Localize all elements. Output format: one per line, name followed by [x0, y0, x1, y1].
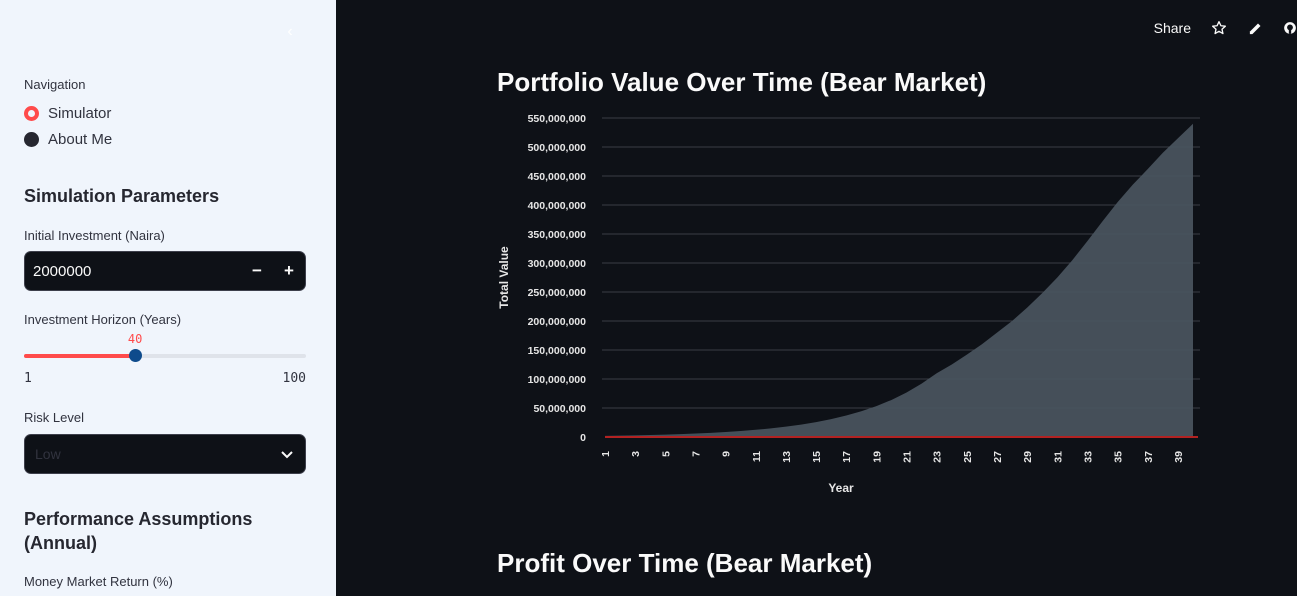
- x-axis-title: Year: [828, 481, 854, 495]
- decrement-button[interactable]: −: [252, 261, 262, 280]
- portfolio-value-chart: 0 50,000,000 100,000,000 150,000,000 200,000…: [497, 113, 1200, 495]
- star-icon[interactable]: [1211, 20, 1227, 36]
- x-tick-label: 11: [751, 451, 763, 462]
- y-tick-label: 0: [580, 432, 586, 444]
- portfolio-value-chart-title: Portfolio Value Over Time (Bear Market): [497, 67, 987, 97]
- nav-option-label: Simulator: [48, 105, 112, 122]
- investment-horizon-label: Investment Horizon (Years): [24, 312, 182, 327]
- y-tick-label: 550,000,000: [528, 113, 587, 125]
- slider-max-value: 100: [282, 371, 306, 386]
- y-axis-title: Total Value: [497, 246, 511, 309]
- x-tick-label: 25: [962, 451, 974, 463]
- pencil-icon[interactable]: [1247, 20, 1263, 36]
- x-tick-label: 13: [781, 451, 793, 463]
- x-tick-label: 5: [660, 451, 672, 457]
- risk-level-select[interactable]: Low: [24, 434, 306, 474]
- x-tick-label: 1: [600, 451, 612, 457]
- increment-button[interactable]: +: [284, 261, 294, 280]
- portfolio-value-area: [605, 123, 1193, 438]
- chevron-down-icon: [269, 447, 305, 462]
- x-tick-label: 7: [690, 451, 702, 457]
- risk-level-label: Risk Level: [24, 410, 84, 425]
- money-market-return-label: Money Market Return (%): [24, 574, 173, 589]
- nav-option-about-me[interactable]: About Me: [24, 131, 112, 148]
- y-tick-label: 500,000,000: [528, 142, 587, 154]
- y-tick-label: 300,000,000: [528, 258, 587, 270]
- x-tick-label: 23: [932, 451, 944, 463]
- risk-level-value: Low: [35, 446, 61, 462]
- y-tick-label: 100,000,000: [528, 374, 587, 386]
- x-tick-label: 29: [1022, 451, 1034, 463]
- performance-assumptions-line1: Performance Assumptions: [24, 509, 253, 529]
- slider-thumb[interactable]: [129, 349, 143, 362]
- share-button[interactable]: Share: [1153, 20, 1191, 36]
- x-tick-label: 39: [1173, 451, 1185, 463]
- x-tick-label: 15: [811, 451, 823, 463]
- radio-checked-icon: [24, 106, 39, 121]
- simulation-parameters-heading: Simulation Parameters: [24, 186, 220, 206]
- navigation-label: Navigation: [24, 77, 86, 92]
- slider-fill: [24, 354, 136, 358]
- x-tick-label: 31: [1052, 451, 1064, 463]
- radio-unchecked-icon: [24, 132, 39, 147]
- y-tick-label: 50,000,000: [533, 403, 586, 415]
- performance-assumptions-line2: (Annual): [24, 533, 97, 553]
- x-tick-label: 9: [721, 451, 733, 457]
- nav-option-label: About Me: [48, 131, 113, 148]
- initial-investment-input[interactable]: 2000000 − +: [24, 251, 306, 291]
- x-tick-label: 35: [1113, 451, 1125, 463]
- x-tick-label: 19: [871, 451, 883, 463]
- profit-chart-title: Profit Over Time (Bear Market): [497, 548, 873, 578]
- investment-horizon-slider[interactable]: [24, 349, 306, 362]
- y-tick-label: 450,000,000: [528, 171, 587, 183]
- slider-min-value: 1: [24, 371, 32, 386]
- x-tick-label: 33: [1082, 451, 1094, 463]
- nav-option-simulator[interactable]: Simulator: [24, 105, 111, 122]
- y-tick-label: 350,000,000: [528, 229, 587, 241]
- y-tick-label: 250,000,000: [528, 287, 587, 299]
- x-tick-label: 27: [992, 451, 1004, 463]
- x-tick-label: 21: [902, 451, 914, 463]
- initial-investment-label: Initial Investment (Naira): [24, 228, 165, 243]
- github-icon[interactable]: [1283, 20, 1297, 36]
- collapse-sidebar-icon[interactable]: ‹: [287, 23, 293, 40]
- y-tick-label: 150,000,000: [528, 345, 587, 357]
- top-toolbar: Share: [1154, 14, 1297, 42]
- sidebar: ‹ Navigation Simulator About Me Simulati…: [0, 0, 336, 596]
- y-tick-label: 400,000,000: [528, 200, 587, 212]
- slider-current-value: 40: [127, 332, 143, 346]
- initial-investment-value[interactable]: 2000000: [33, 262, 92, 280]
- y-tick-label: 200,000,000: [528, 316, 587, 328]
- x-tick-label: 17: [841, 451, 853, 463]
- x-tick-label: 3: [630, 451, 642, 457]
- performance-assumptions-heading: Performance Assumptions (Annual): [24, 507, 252, 555]
- x-tick-label: 37: [1143, 451, 1155, 463]
